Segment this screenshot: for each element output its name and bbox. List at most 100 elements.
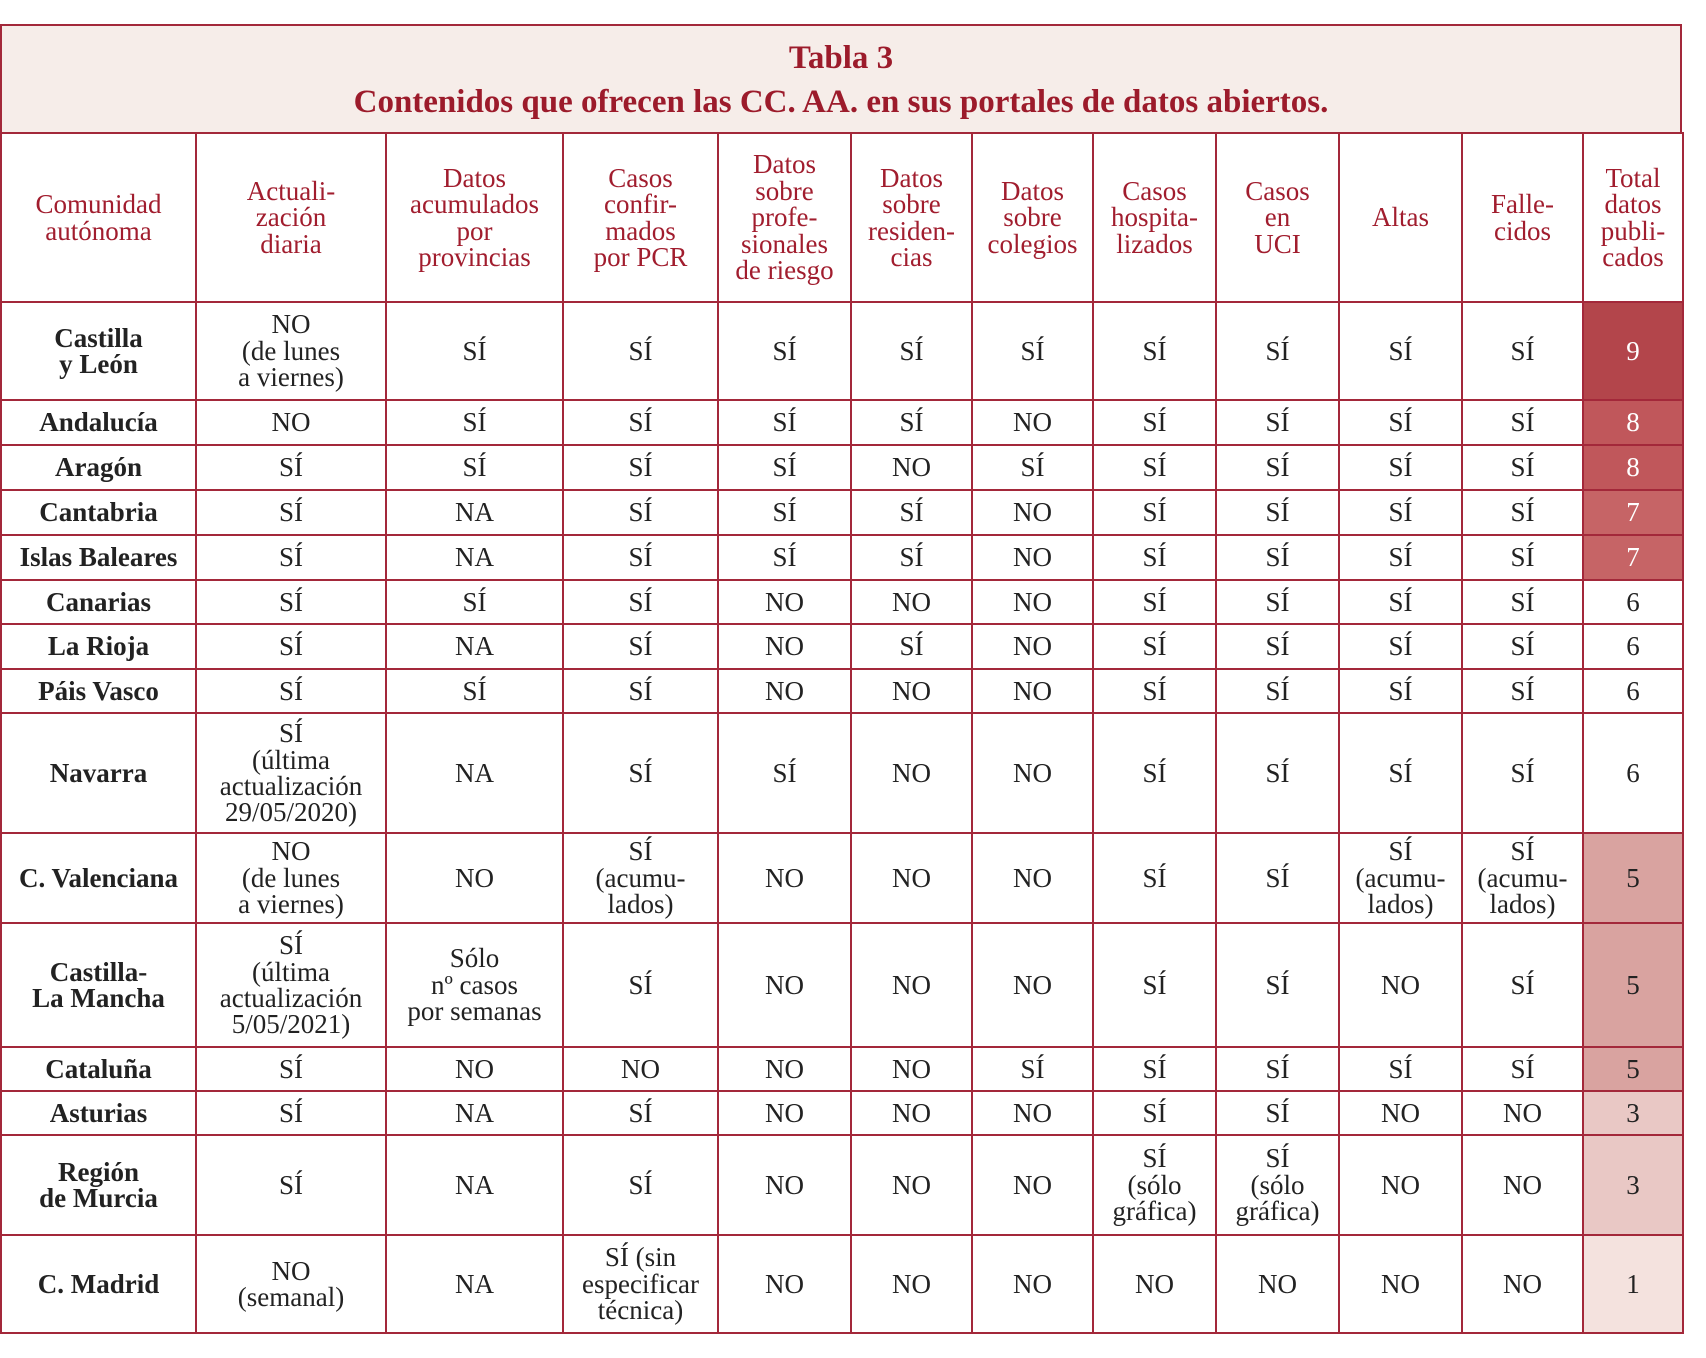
cell: SÍ xyxy=(1338,668,1463,714)
cell: SÍ (sin especificar técnica) xyxy=(562,1234,719,1334)
cell: NO xyxy=(562,1046,719,1092)
cell: NO xyxy=(971,534,1094,581)
column-header: Datos acumulados por provincias xyxy=(385,132,564,303)
cell: SÍ xyxy=(1461,1046,1584,1092)
table-row: Cataluña SÍ NO NO NO NO SÍ SÍ SÍ SÍ SÍ 5 xyxy=(0,1046,1684,1092)
cell: NO xyxy=(717,1234,852,1334)
cell: SÍ xyxy=(971,301,1094,401)
cell: NO xyxy=(717,1134,852,1236)
row-label: Andalucía xyxy=(0,399,197,446)
table-row: Navarra SÍ (última actualización 29/05/20… xyxy=(0,712,1684,834)
cell: SÍ xyxy=(1461,922,1584,1048)
cell: SÍ xyxy=(195,623,387,670)
table-row: Región de Murcia SÍ NA SÍ NO NO NO SÍ (sólo grá… xyxy=(0,1134,1684,1236)
cell: SÍ xyxy=(1092,534,1217,581)
cell: SÍ xyxy=(1461,579,1584,625)
cell: SÍ xyxy=(850,489,973,536)
cell: SÍ xyxy=(1338,489,1463,536)
cell: SÍ xyxy=(1461,712,1584,834)
cell: SÍ (acumu- lados) xyxy=(1461,832,1584,924)
cell: NO xyxy=(1461,1234,1584,1334)
total-cell: 3 xyxy=(1582,1090,1684,1136)
column-header: Comunidad autónoma xyxy=(0,132,197,303)
row-label: Navarra xyxy=(0,712,197,834)
total-cell: 7 xyxy=(1582,489,1684,536)
table-subtitle: Contenidos que ofrecen las CC. AA. en su… xyxy=(353,84,1329,120)
cell: SÍ xyxy=(850,534,973,581)
table-container: Tabla 3 Contenidos que ofrecen las CC. A… xyxy=(0,24,1684,1334)
cell: NO xyxy=(971,623,1094,670)
row-label: C. Madrid xyxy=(0,1234,197,1334)
cell: NO xyxy=(1461,1090,1584,1136)
cell: SÍ xyxy=(1215,1090,1340,1136)
row-label: Asturias xyxy=(0,1090,197,1136)
table-row: C. Valenciana NO (de lunes a viernes) NO SÍ… xyxy=(0,832,1684,924)
cell: NO xyxy=(385,1046,564,1092)
cell: SÍ xyxy=(1461,444,1584,491)
cell: NA xyxy=(385,623,564,670)
cell: NO xyxy=(971,1134,1094,1236)
total-cell: 8 xyxy=(1582,444,1684,491)
cell: SÍ xyxy=(1338,712,1463,834)
cell: SÍ xyxy=(562,301,719,401)
cell: SÍ xyxy=(850,399,973,446)
cell: SÍ xyxy=(195,1046,387,1092)
cell: NO xyxy=(971,579,1094,625)
cell: SÍ xyxy=(717,444,852,491)
cell: SÍ xyxy=(1338,444,1463,491)
table-row: Islas Baleares SÍ NA SÍ SÍ SÍ NO SÍ SÍ SÍ SÍ 7 xyxy=(0,534,1684,581)
column-header: Casos hospita- lizados xyxy=(1092,132,1217,303)
cell: NO xyxy=(971,668,1094,714)
row-label: Cataluña xyxy=(0,1046,197,1092)
cell: NO (de lunes a viernes) xyxy=(195,301,387,401)
cell: SÍ xyxy=(1215,668,1340,714)
row-label: Aragón xyxy=(0,444,197,491)
cell: SÍ xyxy=(1215,623,1340,670)
cell: NA xyxy=(385,1234,564,1334)
cell: SÍ xyxy=(195,489,387,536)
cell: NO xyxy=(1338,922,1463,1048)
cell: SÍ xyxy=(1092,444,1217,491)
cell: SÍ xyxy=(717,712,852,834)
cell: SÍ xyxy=(385,301,564,401)
cell: SÍ xyxy=(1092,712,1217,834)
cell: SÍ xyxy=(1215,1046,1340,1092)
cell: SÍ xyxy=(195,444,387,491)
column-header: Total datos publi- cados xyxy=(1582,132,1684,303)
cell: SÍ xyxy=(1461,623,1584,670)
cell: SÍ xyxy=(1092,832,1217,924)
cell: SÍ xyxy=(1092,579,1217,625)
table-row: Andalucía NO SÍ SÍ SÍ SÍ NO SÍ SÍ SÍ SÍ 8 xyxy=(0,399,1684,446)
cell: NO xyxy=(850,1090,973,1136)
table-row: Cantabria SÍ NA SÍ SÍ SÍ NO SÍ SÍ SÍ SÍ 7 xyxy=(0,489,1684,536)
header-row: Comunidad autónoma Actuali- zación diaria… xyxy=(0,132,1684,303)
cell: SÍ xyxy=(717,534,852,581)
cell: SÍ xyxy=(1215,922,1340,1048)
total-cell: 1 xyxy=(1582,1234,1684,1334)
cell: SÍ xyxy=(1092,922,1217,1048)
row-label: Páis Vasco xyxy=(0,668,197,714)
cell: NO xyxy=(717,1090,852,1136)
cell: SÍ xyxy=(562,1134,719,1236)
cell: SÍ xyxy=(195,1090,387,1136)
cell: SÍ xyxy=(1215,712,1340,834)
cell: SÍ xyxy=(385,668,564,714)
cell: NO xyxy=(1338,1134,1463,1236)
cell: NO xyxy=(717,623,852,670)
cell: SÍ xyxy=(1338,399,1463,446)
row-label: Islas Baleares xyxy=(0,534,197,581)
cell: NA xyxy=(385,489,564,536)
cell: NO xyxy=(850,444,973,491)
cell: Sólo nº casos por semanas xyxy=(385,922,564,1048)
cell: NO xyxy=(1338,1090,1463,1136)
cell: SÍ xyxy=(562,579,719,625)
table-row: La Rioja SÍ NA SÍ NO SÍ NO SÍ SÍ SÍ SÍ 6 xyxy=(0,623,1684,670)
cell: SÍ xyxy=(1215,579,1340,625)
cell: SÍ xyxy=(1338,1046,1463,1092)
cell: SÍ xyxy=(385,399,564,446)
cell: SÍ xyxy=(971,1046,1094,1092)
cell: NO xyxy=(850,1234,973,1334)
total-cell: 5 xyxy=(1582,1046,1684,1092)
column-header: Actuali- zación diaria xyxy=(195,132,387,303)
